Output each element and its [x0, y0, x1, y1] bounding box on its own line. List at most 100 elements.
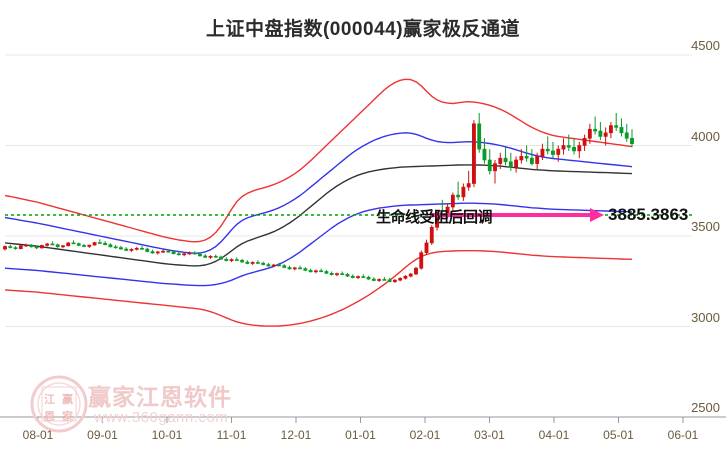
- candle-body: [329, 272, 334, 276]
- x-axis-tick-label: 08-01: [22, 428, 54, 442]
- candle-body: [514, 159, 519, 168]
- candle-body: [403, 275, 408, 279]
- candle-body: [61, 245, 65, 248]
- candle-body: [71, 242, 76, 245]
- candle-body: [551, 150, 555, 155]
- candle-body: [382, 279, 387, 281]
- series-line-0: [4, 78, 633, 243]
- candle-body: [335, 273, 339, 276]
- candle-body: [113, 246, 118, 249]
- x-axis-tick-label: 06-01: [667, 428, 699, 442]
- candle-body: [456, 194, 461, 198]
- candle-body: [176, 253, 181, 256]
- candle-body: [103, 242, 108, 245]
- candle-body: [508, 161, 513, 168]
- x-axis-tick-label: 10-01: [151, 428, 183, 442]
- candle-body: [524, 156, 529, 159]
- candle-body: [277, 264, 281, 267]
- series-line-1: [4, 132, 633, 254]
- candle-body: [8, 246, 13, 248]
- candle-body: [356, 276, 360, 278]
- candle-body: [45, 243, 50, 246]
- page-title: 上证中盘指数(000044)赢家极反通道: [205, 19, 521, 40]
- candle-body: [361, 276, 366, 278]
- candle-body: [313, 270, 318, 273]
- candle-body: [240, 259, 245, 263]
- candle-body: [377, 279, 382, 281]
- candle-body: [582, 137, 587, 146]
- candle-body: [387, 279, 392, 282]
- candle-body: [161, 250, 165, 253]
- candle-body: [234, 259, 239, 261]
- candle-body: [171, 251, 176, 255]
- candle-body: [39, 245, 44, 249]
- candle-body: [303, 268, 308, 271]
- annotation-arrow-head: [590, 208, 604, 222]
- candle-body: [187, 252, 192, 255]
- candle-body: [603, 132, 608, 137]
- candle-body: [66, 242, 71, 247]
- candle-body: [134, 248, 139, 250]
- candle-body: [308, 270, 313, 273]
- candle-body: [271, 264, 276, 267]
- candle-body: [87, 244, 92, 247]
- candle-body: [108, 244, 113, 248]
- x-axis-tick-label: 12-01: [280, 428, 312, 442]
- y-axis-tick-label: 4000: [691, 128, 720, 144]
- candle-body: [419, 252, 424, 269]
- candle-body: [166, 250, 171, 253]
- candle-body: [150, 251, 155, 254]
- candle-body: [519, 156, 524, 161]
- candle-body: [345, 274, 350, 277]
- candle-body: [192, 252, 197, 255]
- candle-body: [424, 242, 429, 253]
- candle-body: [219, 256, 223, 260]
- candle-body: [498, 157, 503, 164]
- candle-body: [398, 278, 403, 281]
- candle-body: [503, 157, 508, 163]
- candle-body: [593, 128, 598, 132]
- candle-body: [24, 244, 28, 247]
- candle-body: [82, 245, 86, 247]
- watermark-brand: 赢家江恩软件: [88, 384, 232, 410]
- candle-body: [408, 273, 413, 277]
- candle-body: [371, 278, 376, 281]
- candle-body: [472, 123, 476, 184]
- watermark-url: www.360gann.com: [94, 409, 229, 426]
- candle-body: [540, 148, 545, 157]
- candle-body: [145, 248, 150, 252]
- candle-body: [466, 183, 471, 188]
- candle-body: [609, 125, 613, 134]
- candle-body: [482, 148, 487, 161]
- y-axis-tick-label: 4500: [691, 38, 720, 53]
- y-axis-tick-label: 3000: [691, 309, 720, 325]
- candle-body: [255, 262, 260, 264]
- candle-body: [203, 255, 208, 258]
- candle-body: [287, 267, 292, 270]
- candle-body: [493, 163, 497, 172]
- series-line-4: [4, 249, 633, 327]
- candle-body: [198, 253, 202, 257]
- x-axis-tick-label: 01-01: [345, 428, 376, 442]
- candle-body: [282, 265, 287, 268]
- candle-body: [129, 249, 134, 251]
- candle-body: [392, 279, 397, 282]
- candle-body: [118, 247, 123, 250]
- candle-body: [572, 147, 576, 152]
- candle-body: [461, 186, 466, 198]
- candle-body: [545, 148, 550, 152]
- seal-char-3: 家: [62, 411, 73, 423]
- candle-body: [140, 248, 144, 250]
- candle-body: [319, 270, 324, 273]
- x-axis-tick-label: 11-01: [216, 428, 247, 442]
- candle-body: [18, 245, 23, 249]
- x-axis-tick-label: 04-01: [538, 428, 570, 442]
- candle-body: [619, 127, 624, 134]
- candle-body: [292, 267, 297, 270]
- candle-body: [614, 125, 619, 128]
- seal-char-0: 江: [44, 394, 55, 406]
- seal-char-1: 赢: [62, 394, 73, 406]
- candle-body: [630, 137, 634, 144]
